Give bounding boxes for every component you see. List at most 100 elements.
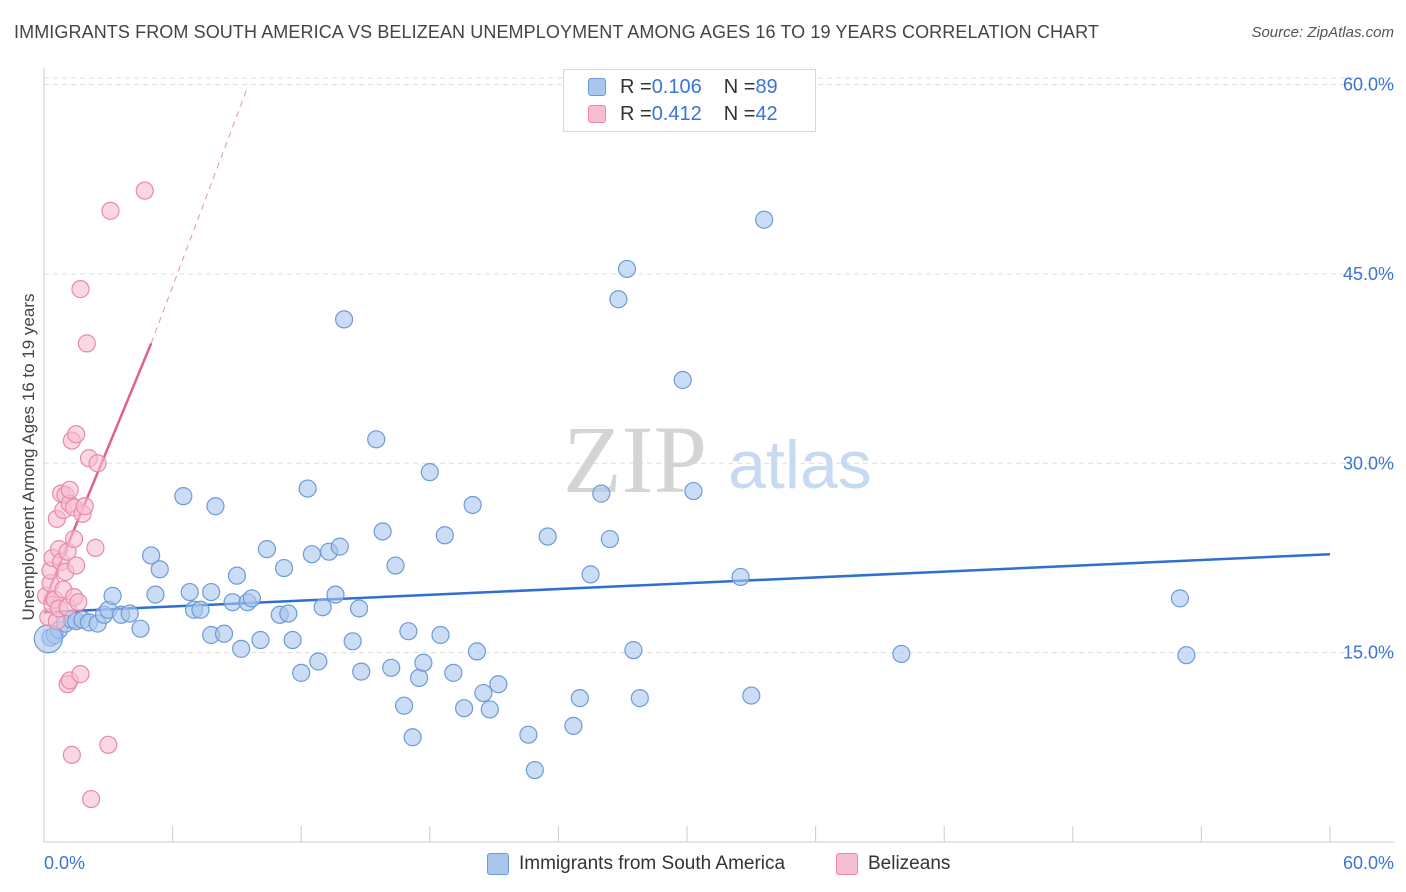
data-point-immigrants <box>150 560 169 579</box>
data-point-immigrants <box>892 644 911 664</box>
data-point-immigrants <box>227 566 246 585</box>
data-point-belizeans <box>67 425 86 444</box>
data-point-immigrants <box>103 586 122 605</box>
data-point-immigrants <box>146 585 165 604</box>
data-point-immigrants <box>202 582 221 602</box>
legend-r-label: R = <box>620 75 652 98</box>
watermark-atlas: atlas <box>728 427 872 503</box>
data-point-immigrants <box>367 430 386 449</box>
data-point-immigrants <box>326 585 345 604</box>
data-point-immigrants <box>570 688 589 708</box>
data-point-immigrants <box>214 624 234 643</box>
legend-swatch-pink <box>588 105 606 123</box>
data-point-immigrants <box>673 370 692 390</box>
data-point-immigrants <box>257 540 277 559</box>
data-point-immigrants <box>343 632 362 651</box>
legend-row-immigrants: R = 0.106 N = 89 <box>588 75 778 99</box>
data-point-immigrants <box>242 589 262 608</box>
data-point-belizeans <box>69 593 88 612</box>
correlation-legend: R = 0.106 N = 89 R = 0.412 N = 42 <box>563 69 816 132</box>
data-point-immigrants <box>399 622 418 641</box>
data-point-belizeans <box>62 745 81 765</box>
data-point-immigrants <box>313 598 332 617</box>
data-point-immigrants <box>480 700 499 719</box>
data-point-immigrants <box>1170 589 1190 608</box>
data-point-immigrants <box>403 728 422 747</box>
data-point-immigrants <box>454 699 474 718</box>
data-point-immigrants <box>298 479 317 498</box>
data-point-immigrants <box>742 686 761 705</box>
legend-r-value: 0.106 <box>651 75 702 98</box>
data-point-immigrants <box>334 310 354 329</box>
data-point-immigrants <box>206 497 225 516</box>
data-point-immigrants <box>409 668 429 688</box>
data-point-belizeans <box>71 665 90 684</box>
data-point-immigrants <box>474 683 493 703</box>
data-point-belizeans <box>64 529 84 549</box>
data-point-immigrants <box>174 487 193 506</box>
legend-r-value: 0.412 <box>651 102 702 125</box>
data-point-belizeans <box>82 789 101 809</box>
data-point-belizeans <box>71 280 90 299</box>
data-point-belizeans <box>77 334 96 353</box>
bottom-legend-immigrants: Immigrants from South America <box>487 851 785 877</box>
data-point-immigrants <box>444 663 463 682</box>
data-point-immigrants <box>274 558 294 578</box>
legend-swatch-blue <box>588 78 606 96</box>
bottom-legend-belizeans: Belizeans <box>836 851 950 877</box>
legend-r-label: R = <box>620 102 652 125</box>
data-point-immigrants <box>414 653 433 672</box>
data-point-immigrants <box>581 565 600 584</box>
series-belizeans-points <box>37 181 154 809</box>
data-point-belizeans <box>86 538 105 557</box>
data-point-immigrants <box>617 259 637 279</box>
data-point-belizeans <box>75 497 94 516</box>
bottom-legend-label: Belizeans <box>868 853 951 874</box>
y-tick-label: 30.0% <box>1343 453 1394 473</box>
y-axis-label: Unemployment Among Ages 16 to 19 years <box>19 294 38 621</box>
axes <box>43 68 1394 843</box>
data-point-immigrants <box>684 481 703 501</box>
data-point-immigrants <box>630 688 649 708</box>
data-point-immigrants <box>394 696 414 715</box>
data-point-immigrants <box>349 599 369 618</box>
data-point-immigrants <box>382 658 401 677</box>
data-point-immigrants <box>600 529 619 549</box>
data-point-immigrants <box>755 210 774 229</box>
legend-n-value: 89 <box>755 75 778 98</box>
x-tick-label-min: 0.0% <box>44 853 85 873</box>
legend-n-label: N = <box>723 102 756 125</box>
data-point-immigrants <box>731 567 750 587</box>
y-tick-label: 45.0% <box>1343 264 1394 284</box>
data-point-immigrants <box>373 522 392 541</box>
data-point-immigrants <box>435 526 454 545</box>
data-point-immigrants <box>489 675 508 694</box>
gridlines <box>44 77 1394 654</box>
legend-n-label: N = <box>723 75 756 98</box>
data-point-immigrants <box>1177 646 1196 665</box>
data-point-immigrants <box>279 604 298 623</box>
data-point-immigrants <box>609 290 628 309</box>
data-point-immigrants <box>592 484 611 503</box>
data-point-immigrants <box>463 495 482 515</box>
watermark: ZIP atlas <box>563 406 872 513</box>
data-point-belizeans <box>135 181 154 200</box>
data-point-immigrants <box>564 716 583 735</box>
trend-lines <box>42 86 1331 614</box>
trend-line-belizeans-extension <box>150 86 249 344</box>
x-tick-label-max: 60.0% <box>1343 853 1394 873</box>
data-point-belizeans <box>67 556 86 575</box>
data-point-immigrants <box>467 642 487 661</box>
data-point-immigrants <box>292 663 311 682</box>
legend-swatch-pink <box>836 853 858 875</box>
bottom-legend-label: Immigrants from South America <box>519 853 786 874</box>
data-point-immigrants <box>519 725 538 744</box>
data-point-immigrants <box>525 760 544 780</box>
data-point-immigrants <box>251 630 270 650</box>
data-point-belizeans <box>101 201 120 220</box>
data-point-immigrants <box>232 639 251 658</box>
data-point-immigrants <box>330 537 349 556</box>
axis-labels: 15.0% 30.0% 45.0% 60.0% 0.0% 60.0% <box>44 75 1394 873</box>
data-point-immigrants <box>352 662 371 681</box>
